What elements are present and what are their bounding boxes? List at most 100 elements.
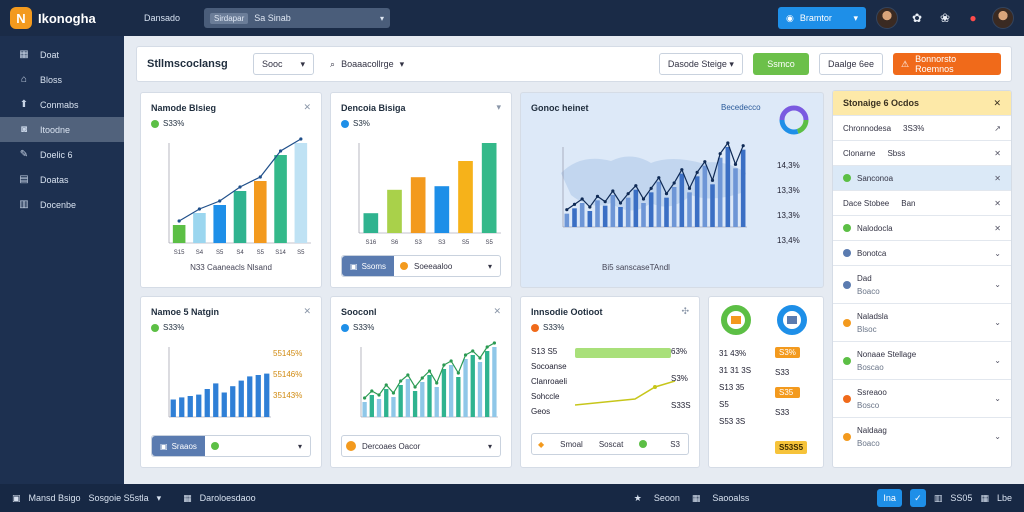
tick-label: S14	[275, 250, 286, 256]
panel-row[interactable]: Naldaag Boaco ⌄	[833, 417, 1011, 455]
close-icon[interactable]: ✕	[994, 198, 1001, 208]
green-action-button[interactable]: Ssmco	[752, 53, 809, 75]
diamond-icon: ◆	[538, 439, 545, 449]
card-footer-select[interactable]: ▣ Ssoms Soeeaaloo ▾	[341, 255, 501, 277]
check-icon[interactable]: ✓	[909, 489, 926, 507]
bar-chart-1: S15 S4 S5 S4 S5 S14 S5	[168, 137, 311, 256]
panel-row[interactable]: Nalodocla ✕	[833, 215, 1011, 240]
tick-label: S4	[196, 250, 204, 256]
sidebar-item-2[interactable]: ⬆ Conmabs	[0, 92, 124, 117]
panel-row[interactable]: Clonarne Sbss ✕	[833, 140, 1011, 165]
outline-action-button[interactable]: Daalge 6ee	[818, 53, 883, 75]
chevron-down-icon: ▾	[399, 58, 405, 69]
status-button[interactable]: Ina	[877, 489, 902, 507]
bar	[694, 176, 700, 227]
app-logo[interactable]: N Ikonogha	[10, 7, 140, 29]
panel-row[interactable]: Naladsla Blsoc ⌄	[833, 303, 1011, 341]
trend-point	[641, 197, 646, 201]
panel-row[interactable]: Bonotca ⌄	[833, 240, 1011, 265]
status-dot	[341, 323, 349, 332]
close-icon[interactable]: ✕	[993, 97, 1001, 108]
bar	[233, 191, 247, 243]
panel-row-text: Chronnodesa	[843, 124, 891, 133]
chevron-down-icon[interactable]: ▾	[853, 12, 858, 23]
chevron-down-icon[interactable]: ⌄	[994, 356, 1001, 365]
trend-point	[449, 359, 453, 363]
settings-icon[interactable]: ✿	[911, 11, 923, 25]
chevron-down-icon[interactable]: ▾	[156, 492, 162, 503]
avatar[interactable]	[876, 7, 898, 29]
date-range-select[interactable]: Dasode Steige ▾	[658, 53, 743, 75]
close-icon[interactable]: ✕	[994, 223, 1001, 233]
chevron-down-icon[interactable]: ⌄	[994, 394, 1001, 403]
bar	[610, 195, 616, 227]
user-avatar[interactable]	[992, 7, 1014, 29]
chevron-down-icon[interactable]: ⌄	[994, 280, 1001, 289]
chevron-down-icon[interactable]: ⌄	[994, 432, 1001, 441]
close-icon[interactable]: ✕	[994, 148, 1001, 158]
trend-point	[384, 383, 388, 387]
top-nav-link[interactable]: Dansado	[144, 13, 181, 23]
footer-pill[interactable]: ▣ Ssoms	[342, 256, 395, 276]
sidebar-item-0[interactable]: ▦ Doat	[0, 42, 124, 67]
bar	[204, 389, 210, 417]
trend-point	[492, 341, 496, 345]
chevron-down-icon[interactable]: ▾	[487, 441, 492, 451]
panel-row-sub: Boaco	[857, 286, 880, 296]
top-search[interactable]: Sirdapar Sa Sinab ▾	[204, 8, 390, 28]
close-icon[interactable]: ✕	[303, 102, 311, 112]
sidebar-item-1[interactable]: ⌂ Bloss	[0, 67, 124, 92]
search-scope-tag[interactable]: Sirdapar	[210, 12, 249, 24]
bar	[702, 165, 708, 227]
bar	[458, 161, 473, 233]
close-icon[interactable]: ✕	[303, 306, 311, 316]
panel-row[interactable]: Chronnodesa 3S3% ↗	[833, 115, 1011, 140]
chevron-down-icon[interactable]: ▾	[379, 13, 384, 23]
toolbar: Stllmscoclansg Sooc ▾ ⌕ Boaaacollrge ▾ Daso…	[136, 46, 1012, 82]
logo-mark: N	[10, 7, 32, 29]
orange-action-button[interactable]: ⚠ Bonnorsto Roemnos	[893, 53, 1001, 75]
bar	[481, 143, 497, 233]
card-title: Namode Blsieg	[151, 103, 217, 113]
chevron-down-icon[interactable]: ⌄	[994, 248, 1001, 258]
filter-select[interactable]: Sooc ▾	[253, 53, 315, 75]
top-bar: N Ikonogha Dansado Sirdapar Sa Sinab ▾ ◉…	[0, 0, 1024, 36]
footer-pill[interactable]: ▣ Sraaos	[152, 436, 205, 456]
cursor-icon[interactable]: ↗	[994, 123, 1001, 133]
panel-row[interactable]: Sanconoa ✕	[833, 165, 1011, 190]
tick-label: S3	[438, 240, 446, 246]
card-footer-select[interactable]: ◆ Smoal Soscat S3	[531, 433, 689, 455]
toolbar-search[interactable]: ⌕ Boaaacollrge ▾	[330, 59, 404, 70]
table-icon[interactable]: ▥	[933, 492, 943, 503]
sidebar-item-label: Itoodne	[40, 124, 71, 135]
sidebar-item-5[interactable]: ▤ Doatas	[0, 167, 124, 192]
chevron-down-icon[interactable]: ⌄	[994, 318, 1001, 327]
card-footer-select[interactable]: ▣ Sraaos ▾	[151, 435, 311, 457]
panel-row-sub: Boscao	[857, 362, 884, 372]
bar	[733, 168, 738, 227]
panel-row[interactable]: Dad Boaco ⌄	[833, 265, 1011, 303]
sidebar-item-3[interactable]: ◙ Itoodne	[0, 117, 124, 142]
gift-icon[interactable]: ❀	[939, 11, 951, 25]
trend-point	[588, 205, 592, 209]
bell-icon[interactable]: ●	[969, 11, 977, 25]
donut-green	[721, 305, 751, 335]
tick-label: S6	[391, 240, 399, 246]
close-icon[interactable]: ✕	[994, 173, 1001, 183]
close-icon[interactable]: ✕	[493, 306, 501, 316]
row-labels: 31 43% 31 31 3S S13 35 S5 S53 3S	[719, 349, 751, 426]
panel-row[interactable]: Ssreaoo Bosco ⌄	[833, 379, 1011, 417]
chevron-down-icon[interactable]: ▾	[496, 102, 501, 112]
card-title: Dencoia Bisiga	[341, 103, 406, 113]
panel-row[interactable]: Dace Stobee Ban ✕	[833, 190, 1011, 215]
chevron-down-icon[interactable]: ▾	[487, 261, 492, 271]
sidebar-item-6[interactable]: ▥ Docenbe	[0, 192, 124, 217]
value-item: 63%	[671, 347, 688, 356]
card-footer-select[interactable]: Dercoaes Oacor ▾	[341, 435, 501, 457]
panel-row[interactable]: Nonaae Stellage Boscao ⌄	[833, 341, 1011, 379]
grid-icon[interactable]: ▦	[980, 492, 989, 503]
sidebar-item-4[interactable]: ✎ Doelic 6	[0, 142, 124, 167]
chevron-down-icon[interactable]: ▾	[297, 441, 302, 451]
primary-action-button[interactable]: ◉ Bramtor ▾	[778, 7, 866, 29]
pin-icon[interactable]: ✣	[681, 306, 689, 316]
